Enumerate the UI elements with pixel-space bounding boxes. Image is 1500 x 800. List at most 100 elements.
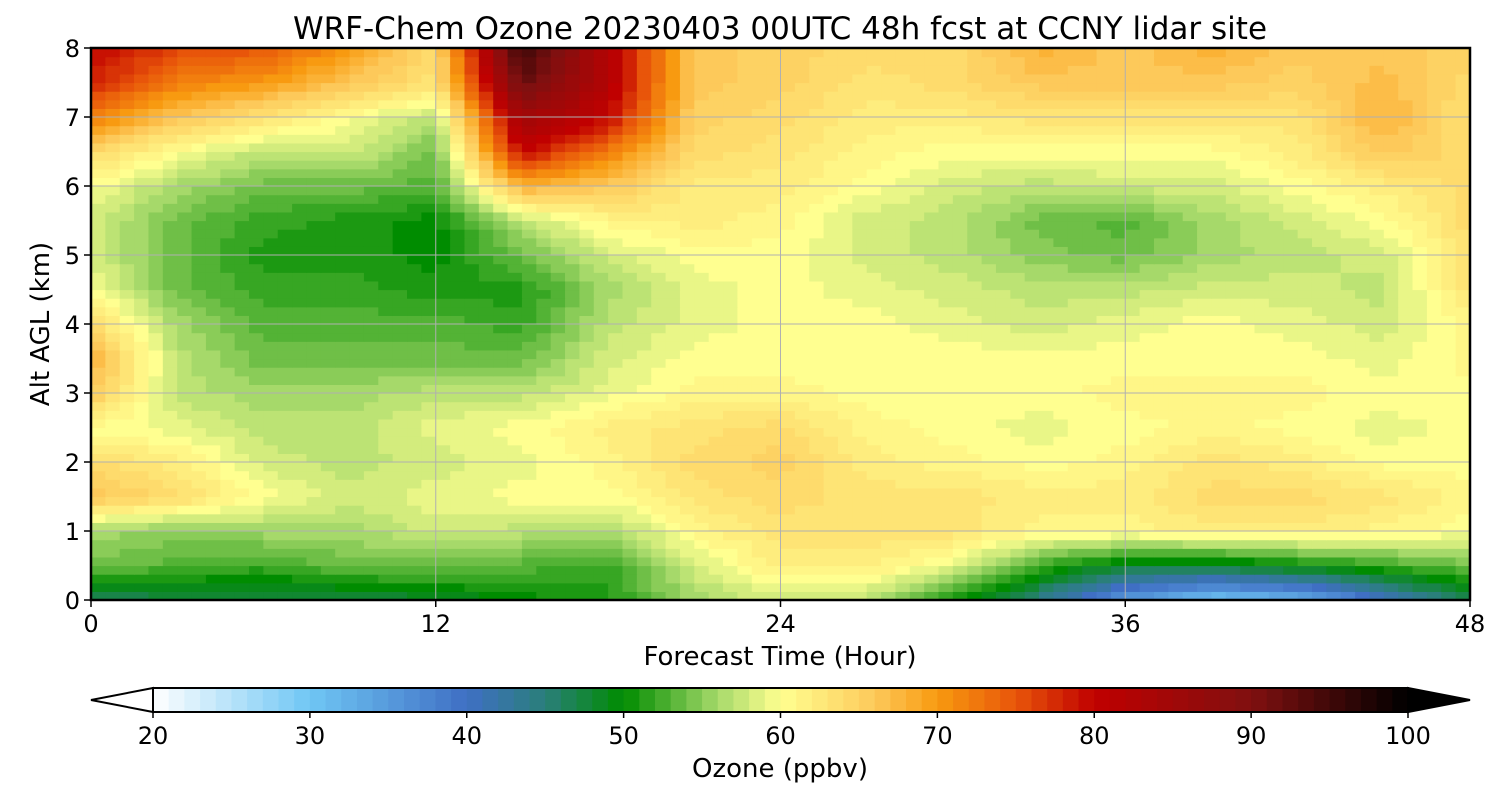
heatmap-cell: [565, 384, 580, 394]
heatmap-cell: [995, 453, 1011, 463]
heatmap-cell: [1211, 496, 1227, 506]
heatmap-cell: [349, 306, 365, 316]
heatmap-cell: [909, 556, 925, 567]
heatmap-cell: [924, 332, 940, 342]
heatmap-cell: [995, 349, 1011, 360]
heatmap-cell: [177, 324, 193, 334]
heatmap-cell: [665, 470, 681, 480]
heatmap-cell: [1082, 194, 1098, 204]
heatmap-cell: [320, 263, 336, 273]
heatmap-cell: [1024, 393, 1040, 403]
heatmap-cell: [837, 220, 853, 230]
heatmap-cell: [794, 194, 810, 204]
heatmap-cell: [119, 496, 135, 506]
heatmap-cell: [723, 168, 738, 178]
heatmap-cell: [162, 177, 178, 187]
heatmap-cell: [1398, 229, 1414, 239]
heatmap-cell: [1182, 479, 1198, 489]
heatmap-cell: [1283, 375, 1299, 385]
heatmap-cell: [909, 410, 925, 420]
heatmap-cell: [1369, 496, 1385, 506]
heatmap-cell: [852, 315, 868, 325]
heatmap-cell: [1398, 220, 1414, 230]
heatmap-cell: [507, 349, 523, 360]
heatmap-cell: [134, 505, 150, 515]
heatmap-cell: [1225, 591, 1241, 600]
heatmap-cell: [1211, 306, 1227, 316]
heatmap-cell: [593, 531, 609, 541]
heatmap-cell: [809, 229, 825, 239]
heatmap-cell: [1010, 393, 1026, 403]
heatmap-cell: [608, 470, 624, 480]
heatmap-cell: [349, 496, 365, 506]
heatmap-cell: [952, 306, 968, 316]
heatmap-cell: [1383, 263, 1399, 273]
heatmap-cell: [1412, 513, 1428, 523]
heatmap-cell: [1168, 255, 1184, 265]
heatmap-cell: [780, 332, 796, 342]
heatmap-cell: [407, 332, 422, 342]
heatmap-cell: [407, 203, 422, 213]
heatmap-cell: [478, 418, 494, 429]
heatmap-cell: [392, 186, 408, 196]
heatmap-cell: [1039, 548, 1055, 558]
heatmap-cell: [1168, 375, 1184, 385]
heatmap-cell: [1082, 375, 1098, 385]
heatmap-cell: [1053, 341, 1069, 351]
heatmap-cell: [205, 315, 221, 325]
heatmap-cell: [1369, 427, 1385, 437]
heatmap-cell: [1010, 401, 1026, 411]
heatmap-cell: [1211, 237, 1227, 247]
heatmap-cell: [1311, 436, 1327, 446]
heatmap-cell: [450, 453, 466, 463]
heatmap-cell: [277, 375, 293, 385]
heatmap-cell: [938, 582, 954, 592]
heatmap-cell: [1240, 436, 1256, 446]
heatmap-cell: [794, 522, 810, 532]
heatmap-cell: [234, 522, 250, 532]
heatmap-cell: [306, 401, 322, 411]
heatmap-cell: [981, 513, 997, 523]
heatmap-cell: [565, 229, 580, 239]
heatmap-cell: [407, 531, 422, 541]
heatmap-cell: [636, 427, 652, 437]
heatmap-cell: [191, 194, 207, 204]
heatmap-cell: [593, 522, 609, 532]
heatmap-cell: [1240, 298, 1256, 308]
heatmap-cell: [435, 427, 451, 437]
heatmap-cell: [823, 418, 839, 429]
heatmap-cell: [1182, 194, 1198, 204]
heatmap-cell: [450, 237, 466, 247]
heatmap-cell: [91, 522, 106, 532]
heatmap-cell: [981, 272, 997, 282]
heatmap-cell: [91, 298, 106, 308]
heatmap-cell: [852, 548, 868, 558]
heatmap-cell: [1010, 237, 1026, 247]
heatmap-cell: [1153, 574, 1169, 584]
heatmap-cell: [1412, 401, 1428, 411]
heatmap-cell: [320, 358, 336, 368]
heatmap-cell: [679, 582, 695, 592]
heatmap-cell: [981, 582, 997, 592]
heatmap-cell: [1168, 574, 1184, 584]
heatmap-cell: [938, 531, 954, 541]
heatmap-cell: [651, 289, 667, 299]
heatmap-cell: [536, 418, 552, 429]
heatmap-cell: [1268, 263, 1284, 273]
heatmap-cell: [91, 418, 106, 429]
heatmap-cell: [1211, 410, 1227, 420]
heatmap-cell: [277, 556, 293, 567]
heatmap-cell: [1254, 349, 1270, 360]
heatmap-cell: [1010, 341, 1026, 351]
heatmap-cell: [924, 531, 940, 541]
heatmap-cell: [895, 556, 911, 567]
heatmap-cell: [1426, 591, 1442, 600]
heatmap-cell: [622, 324, 638, 334]
heatmap-cell: [1441, 384, 1457, 394]
heatmap-cell: [1283, 582, 1299, 592]
heatmap-cell: [694, 531, 710, 541]
heatmap-cell: [823, 349, 839, 360]
heatmap-cell: [622, 375, 638, 385]
heatmap-cell: [349, 194, 365, 204]
heatmap-cell: [679, 160, 695, 170]
